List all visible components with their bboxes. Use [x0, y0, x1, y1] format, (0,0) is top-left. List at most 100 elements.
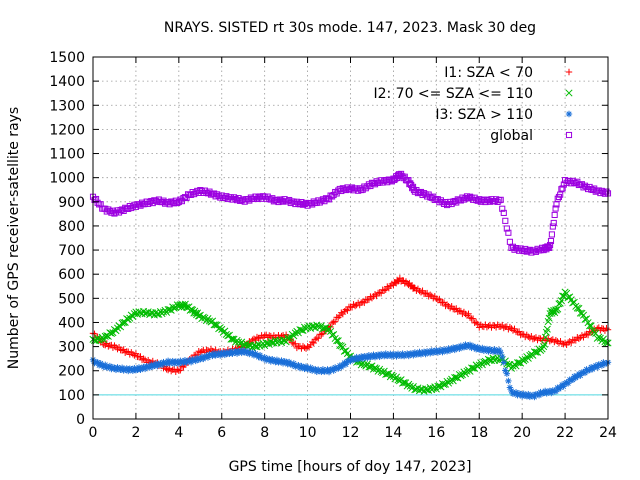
data-point	[411, 284, 419, 292]
data-point	[370, 179, 377, 187]
data-point	[589, 186, 596, 194]
data-point	[525, 333, 532, 341]
data-point	[457, 307, 465, 315]
data-point	[491, 322, 498, 330]
x-tick-label: 10	[299, 425, 317, 441]
data-point	[576, 309, 584, 317]
data-point	[514, 359, 522, 367]
data-point	[270, 198, 277, 205]
data-point	[328, 319, 336, 327]
data-point	[121, 349, 129, 356]
data-point	[550, 306, 558, 314]
data-point	[530, 348, 538, 356]
data-point	[207, 191, 215, 198]
x-tick-label: 16	[427, 425, 445, 441]
data-point	[463, 193, 471, 200]
data-point	[440, 200, 448, 207]
data-point	[500, 324, 507, 332]
data-point	[316, 199, 323, 206]
data-point	[381, 177, 388, 184]
legend-marker	[565, 110, 573, 118]
data-point	[327, 192, 334, 199]
data-point	[120, 318, 128, 327]
data-point	[348, 304, 356, 311]
data-point	[476, 324, 483, 331]
data-point	[152, 197, 159, 204]
data-point	[365, 181, 372, 188]
data-point	[318, 331, 325, 338]
legend-marker	[565, 89, 573, 97]
data-point	[586, 322, 594, 330]
data-point	[506, 323, 514, 331]
data-point	[119, 206, 126, 213]
data-point	[570, 298, 578, 306]
y-tick-label: 1200	[49, 122, 85, 138]
legend-label: I3: SZA > 110	[435, 107, 533, 123]
data-point	[575, 335, 583, 343]
data-point	[262, 331, 270, 339]
data-point	[506, 238, 513, 245]
data-point	[514, 329, 521, 336]
data-point	[554, 305, 562, 313]
x-tick-label: 2	[131, 425, 140, 441]
data-point	[373, 178, 380, 185]
data-point	[552, 205, 559, 212]
data-point	[580, 334, 587, 341]
data-point	[497, 196, 504, 203]
data-point	[253, 333, 261, 341]
data-point	[148, 197, 155, 205]
series-4	[89, 170, 612, 256]
y-tick-label: 1400	[49, 74, 85, 90]
data-point	[414, 190, 422, 197]
chart-title: NRAYS. SISTED rt 30s mode. 147, 2023. Ma…	[164, 20, 536, 36]
data-point	[356, 185, 363, 192]
data-point	[511, 325, 518, 332]
data-point	[247, 194, 254, 201]
data-point	[237, 197, 244, 204]
data-point	[126, 202, 133, 210]
data-point	[339, 310, 347, 318]
data-point	[105, 206, 112, 213]
data-point	[417, 289, 425, 296]
data-point	[129, 350, 137, 358]
data-point	[443, 301, 451, 308]
data-point	[421, 190, 428, 197]
x-axis-label: GPS time [hours of doy 147, 2023]	[229, 459, 472, 475]
data-point	[91, 330, 98, 337]
legend-label: I1: SZA < 70	[444, 65, 533, 81]
data-point	[347, 185, 354, 192]
data-point	[523, 248, 530, 255]
data-point	[232, 195, 239, 203]
data-point	[115, 344, 123, 351]
data-point	[267, 196, 274, 203]
data-point	[427, 291, 434, 298]
legend-marker	[565, 131, 573, 139]
data-point	[341, 186, 348, 193]
data-point	[545, 243, 552, 251]
data-point	[331, 318, 339, 325]
data-point	[214, 191, 221, 198]
data-point	[500, 209, 507, 216]
data-point	[454, 308, 461, 315]
y-tick-label: 800	[58, 219, 85, 235]
data-point	[454, 374, 462, 382]
data-point	[466, 193, 474, 200]
data-point	[107, 329, 115, 337]
data-point	[212, 193, 219, 200]
data-point	[600, 189, 607, 196]
data-point	[183, 194, 190, 202]
data-point	[495, 346, 503, 354]
data-point	[128, 204, 135, 212]
y-tick-label: 200	[58, 364, 85, 380]
data-point	[204, 190, 212, 197]
data-point	[174, 366, 181, 373]
data-point	[468, 364, 476, 372]
data-point	[312, 336, 319, 343]
legend-marker	[565, 68, 573, 76]
data-point	[163, 366, 170, 373]
data-point	[151, 197, 158, 204]
y-tick-label: 900	[58, 195, 85, 211]
data-point	[177, 367, 184, 374]
data-point	[180, 194, 187, 202]
data-point	[319, 196, 326, 203]
